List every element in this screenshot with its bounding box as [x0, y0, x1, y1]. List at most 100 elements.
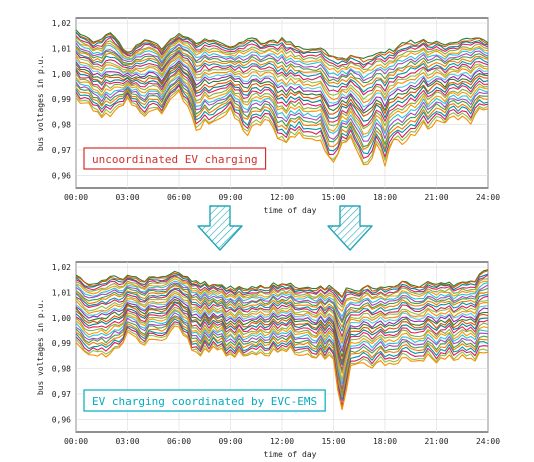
series-line	[75, 325, 489, 411]
y-tick-label: 0,97	[52, 146, 71, 155]
series-line	[75, 301, 489, 363]
annotation-box: EV charging coordinated by EVC-EMS	[83, 389, 326, 412]
x-tick-label: 09:00	[218, 193, 242, 202]
series-line	[75, 296, 489, 353]
y-tick-label: 0,99	[52, 339, 71, 348]
series-line	[75, 280, 489, 318]
series-line	[75, 45, 489, 84]
series-line	[75, 288, 489, 337]
series-line	[75, 287, 489, 332]
annotation-box: uncoordinated EV charging	[83, 147, 267, 170]
series-line	[75, 276, 489, 308]
x-tick-label: 03:00	[115, 193, 139, 202]
series-line	[75, 301, 489, 366]
x-tick-label: 06:00	[167, 437, 191, 446]
y-axis-label: bus voltages in p.u.	[36, 299, 45, 395]
x-axis-label: time of day	[264, 206, 317, 215]
series-line	[75, 49, 489, 93]
y-tick-label: 0,96	[52, 415, 71, 424]
series-line	[75, 62, 489, 114]
chart-coordinated: 0,96 0,97 0,98 0,99 1,00 1,01 1,02 00:00 03:00 06…	[36, 261, 500, 459]
series-line	[75, 68, 488, 127]
series-line	[75, 55, 489, 104]
annotation-text: uncoordinated EV charging	[92, 153, 258, 166]
series-line	[75, 306, 489, 374]
series-line	[75, 39, 489, 74]
y-tick-label: 0,98	[52, 121, 71, 130]
series-line	[75, 318, 489, 401]
x-tick-label: 00:00	[64, 437, 88, 446]
series-line	[75, 47, 489, 88]
series-line	[75, 37, 489, 71]
tick-labels: 0,96 0,97 0,98 0,99 1,00 1,01 1,02 00:00 03:00 06…	[52, 19, 500, 202]
series-line	[75, 90, 489, 167]
series-line	[75, 60, 489, 112]
series-lines	[75, 29, 489, 167]
series-line	[75, 83, 489, 155]
series-line	[75, 29, 489, 60]
series-line	[75, 312, 489, 390]
y-tick-label: 0,96	[52, 171, 71, 180]
x-tick-label: 12:00	[270, 193, 294, 202]
series-line	[75, 292, 489, 344]
annotation-frame	[83, 389, 326, 412]
x-tick-label: 24:00	[476, 193, 500, 202]
annotation-frame	[83, 147, 267, 170]
x-tick-label: 09:00	[218, 437, 242, 446]
series-line	[75, 72, 489, 135]
series-line	[75, 31, 489, 66]
transition-arrows	[197, 205, 373, 251]
series-line	[75, 270, 489, 298]
series-line	[75, 274, 489, 306]
series-line	[75, 278, 489, 312]
y-tick-label: 1,00	[52, 314, 71, 323]
series-line	[75, 273, 489, 303]
series-line	[75, 315, 489, 394]
series-line	[75, 40, 489, 79]
y-tick-label: 0,99	[52, 95, 71, 104]
x-tick-label: 15:00	[321, 437, 345, 446]
series-line	[75, 308, 489, 381]
x-tick-label: 03:00	[115, 437, 139, 446]
series-line	[75, 53, 488, 100]
y-tick-label: 1,00	[52, 70, 71, 79]
series-line	[75, 323, 489, 411]
series-line	[75, 79, 488, 148]
series-line	[75, 285, 489, 328]
series-line	[75, 35, 489, 69]
y-tick-label: 1,02	[52, 263, 71, 272]
x-tick-label: 18:00	[373, 193, 397, 202]
down-arrow-icon	[197, 205, 243, 251]
series-line	[75, 283, 489, 324]
x-tick-label: 15:00	[321, 193, 345, 202]
chart-uncoordinated: 0,96 0,97 0,98 0,99 1,00 1,01 1,02 00:00 03:00 06…	[36, 17, 500, 215]
series-line	[75, 31, 489, 63]
x-tick-label: 21:00	[424, 193, 448, 202]
down-arrow-icon	[327, 205, 373, 251]
series-line	[75, 88, 489, 164]
series-line	[75, 295, 489, 349]
x-axis-label: time of day	[264, 450, 317, 459]
series-lines	[75, 269, 489, 411]
x-tick-label: 24:00	[476, 437, 500, 446]
series-line	[75, 51, 489, 96]
annotation-text: EV charging coordinated by EVC-EMS	[92, 395, 317, 408]
series-line	[75, 85, 489, 159]
series-line	[75, 298, 489, 358]
x-tick-label: 18:00	[373, 437, 397, 446]
series-line	[75, 77, 489, 142]
series-line	[75, 81, 489, 150]
x-tick-label: 06:00	[167, 193, 191, 202]
y-tick-label: 1,01	[52, 288, 71, 297]
y-tick-label: 1,02	[52, 19, 71, 28]
series-line	[75, 64, 489, 117]
series-line	[75, 66, 489, 122]
y-tick-label: 0,98	[52, 365, 71, 374]
y-tick-label: 1,01	[52, 44, 71, 53]
series-line	[75, 57, 489, 108]
series-line	[75, 290, 489, 341]
y-axis-label: bus voltages in p.u.	[36, 55, 45, 151]
series-line	[75, 321, 489, 407]
x-tick-label: 12:00	[270, 437, 294, 446]
